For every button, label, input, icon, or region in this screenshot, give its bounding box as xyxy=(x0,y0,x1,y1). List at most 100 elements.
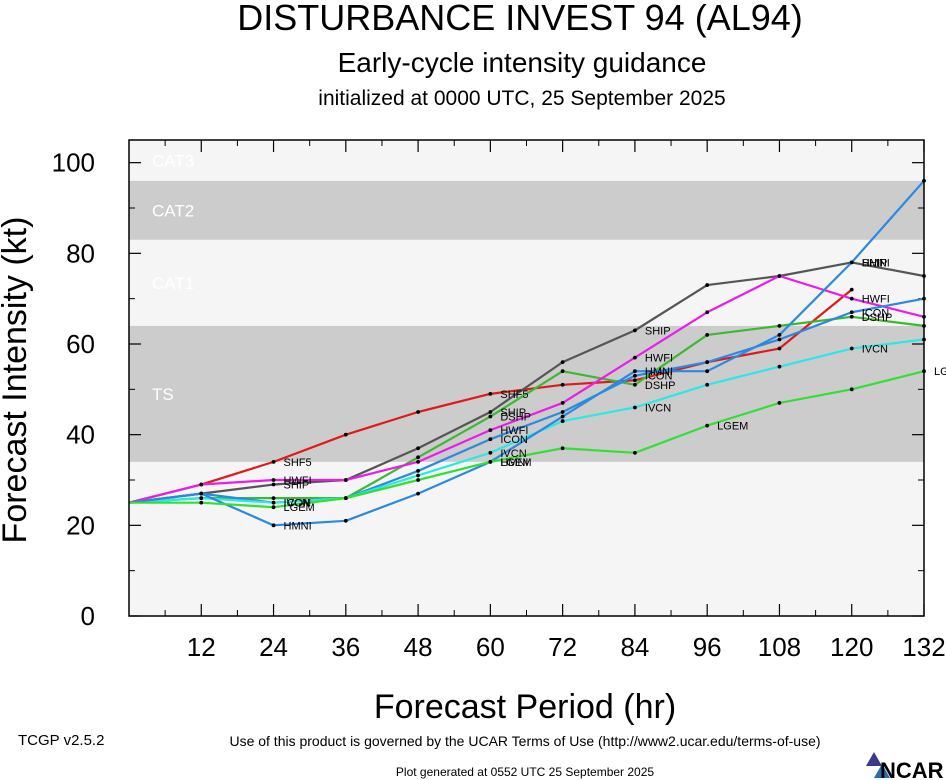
band-label-cat2: CAT2 xyxy=(152,201,194,220)
point-icon xyxy=(488,437,493,442)
x-tick-label: 108 xyxy=(758,632,801,662)
point-ivcn xyxy=(705,382,710,387)
point-ship xyxy=(560,360,565,365)
point-shf5 xyxy=(488,391,493,396)
point-ivcn xyxy=(777,364,782,369)
x-tick-label: 84 xyxy=(620,632,649,662)
series-label-hmni: HMNI xyxy=(645,366,673,378)
series-label-shf5: SHF5 xyxy=(284,457,312,469)
point-ivcn xyxy=(633,405,637,410)
y-tick-label: 40 xyxy=(66,420,95,450)
point-hmni xyxy=(849,260,854,265)
ncar-logo-text: NCAR xyxy=(880,758,944,780)
point-ship xyxy=(416,446,420,451)
series-line-hwfi xyxy=(128,274,925,504)
series-line-lgem xyxy=(129,370,925,509)
point-hwfi xyxy=(633,355,637,360)
series-label-hwfi: HWFI xyxy=(284,475,312,487)
point-hmni xyxy=(199,491,204,496)
point-icon xyxy=(705,360,710,365)
point-hmni xyxy=(777,333,782,337)
point-ship xyxy=(705,283,710,287)
band-cat3 xyxy=(129,140,924,181)
point-dshp xyxy=(560,369,565,374)
chart-title: DISTURBANCE INVEST 94 (AL94) xyxy=(237,0,803,38)
point-shf5 xyxy=(271,459,276,464)
band-cat2 xyxy=(129,180,924,240)
y-tick-label: 60 xyxy=(66,329,95,359)
band-cat1 xyxy=(129,239,924,326)
point-hwfi xyxy=(777,274,782,278)
point-hmni xyxy=(416,491,420,496)
point-hwfi xyxy=(849,296,854,301)
series-label-hmni: HMNI xyxy=(284,520,312,532)
y-axis-title: Forecast Intensity (kt) xyxy=(0,217,34,544)
series-label-lgem: LGEM xyxy=(934,366,946,378)
chart-subtitle: Early-cycle intensity guidance xyxy=(338,47,707,78)
point-ivcn xyxy=(488,450,493,455)
point-dshp xyxy=(488,414,493,419)
x-axis-title: Forecast Period (hr) xyxy=(374,688,676,726)
point-hwfi xyxy=(705,310,710,315)
chart-init-time: initialized at 0000 UTC, 25 September 20… xyxy=(318,87,725,110)
point-shf5 xyxy=(849,287,854,292)
y-tick-label: 100 xyxy=(52,148,95,178)
series-line-ship xyxy=(128,261,925,504)
point-lgem xyxy=(488,459,493,464)
y-tick-label: 0 xyxy=(81,601,95,631)
point-hwfi xyxy=(416,459,420,464)
y-tick-label: 20 xyxy=(66,510,95,540)
x-tick-label: 72 xyxy=(548,632,577,662)
version-label: TCGP v2.5.2 xyxy=(18,732,104,749)
x-tick-label: 96 xyxy=(693,632,722,662)
point-lgem xyxy=(633,450,637,455)
point-hmni xyxy=(705,369,710,374)
point-hwfi xyxy=(488,428,493,433)
series-lines xyxy=(128,178,926,528)
series-label-dshp: DSHP xyxy=(500,412,531,424)
series-label-lgem: LGEM xyxy=(500,457,531,469)
point-shf5 xyxy=(343,432,348,437)
point-lgem xyxy=(777,401,782,405)
point-hmni xyxy=(343,518,348,523)
point-lgem xyxy=(343,496,348,501)
point-dshp xyxy=(271,496,276,501)
ncar-logo-mark xyxy=(866,752,890,778)
band-label-cat1: CAT1 xyxy=(152,274,194,293)
series-label-hmni: HMNI xyxy=(500,457,528,469)
point-lgem xyxy=(705,423,710,428)
terms-notice: Use of this product is governed by the U… xyxy=(229,733,820,749)
point-icon xyxy=(777,337,782,342)
x-tick-label: 24 xyxy=(259,632,288,662)
point-hmni xyxy=(560,414,565,419)
point-ship xyxy=(488,410,493,414)
point-ivcn xyxy=(560,419,565,423)
x-tick-label: 12 xyxy=(187,632,216,662)
series-label-ship: SHIP xyxy=(645,325,671,337)
point-hmni xyxy=(633,369,637,374)
point-ship xyxy=(271,482,276,487)
series-label-ivcn: IVCN xyxy=(645,402,671,414)
ncar-logo: NCAR xyxy=(866,752,944,780)
point-hwfi xyxy=(271,478,276,482)
series-label-dshp: DSHP xyxy=(862,312,893,324)
series-label-dshp: DSHP xyxy=(645,380,676,392)
point-dshp xyxy=(705,333,710,337)
point-ivcn xyxy=(271,500,276,505)
point-hwfi xyxy=(343,478,348,482)
series-label-hmni: HMNI xyxy=(862,257,890,269)
series-label-ship: SHIP xyxy=(284,480,310,492)
point-dshp xyxy=(633,382,637,387)
band-label-ts: TS xyxy=(152,385,174,404)
x-tick-label: 60 xyxy=(476,632,505,662)
point-ivcn xyxy=(416,473,420,478)
point-lgem xyxy=(849,387,854,392)
series-label-ivcn: IVCN xyxy=(500,448,526,460)
point-lgem xyxy=(199,500,204,505)
series-line-hmni xyxy=(128,180,925,527)
series-label-icon: ICON xyxy=(284,498,312,510)
point-dshp xyxy=(777,323,782,328)
x-tick-label: 120 xyxy=(830,632,873,662)
point-shf5 xyxy=(777,346,782,351)
